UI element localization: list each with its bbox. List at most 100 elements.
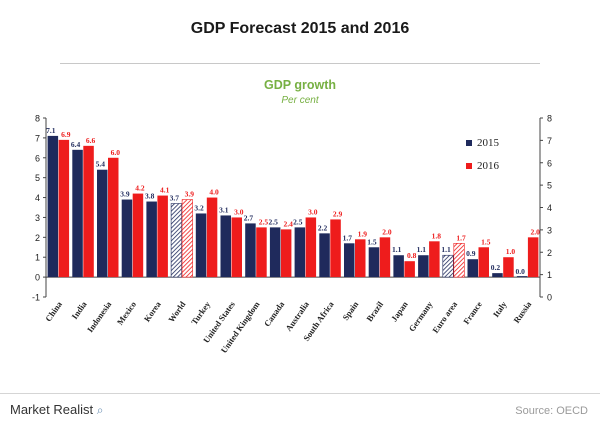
bar-2016: [355, 239, 366, 278]
data-label-2016: 2.4: [283, 219, 293, 228]
bar-2016: [379, 237, 391, 278]
x-tick-label: Russia: [511, 299, 533, 325]
data-label-2015: 3.9: [120, 190, 130, 199]
data-label-2016: 1.0: [506, 247, 516, 256]
bar-2015: [195, 213, 207, 278]
bar-2015: [170, 203, 182, 278]
y-tick-label-right: 0: [547, 293, 552, 303]
bar-2016: [280, 229, 292, 278]
y-tick-label-right: 5: [547, 181, 552, 191]
bar-2016: [404, 261, 415, 278]
y-tick-label-left: 4: [35, 193, 40, 203]
plot-area: -1 0 1 2 3 4 5 6 7 8 0 1 2 3 4 5 6 7 8 7.1 6.9 China 6.4 6.6 Ind…: [32, 114, 552, 355]
data-label-2015: 7.1: [46, 126, 56, 135]
bar-2016: [231, 217, 242, 278]
bar-2015: [245, 223, 256, 278]
y-tick-label-left: 5: [35, 173, 40, 183]
bar-2015: [294, 227, 306, 278]
chart-subtitle: Per cent: [281, 95, 319, 106]
y-tick-label-left: 3: [35, 213, 40, 223]
bar-2016: [453, 243, 465, 278]
data-label-2015: 2.2: [318, 223, 328, 232]
bar-2015: [47, 135, 59, 278]
data-label-2016: 6.9: [61, 130, 71, 139]
y-tick-label-left: 6: [35, 153, 40, 163]
x-tick-label: France: [461, 299, 484, 326]
y-tick-label-right: 6: [547, 158, 552, 168]
bar-2015: [344, 243, 355, 278]
bar-2015: [516, 276, 528, 278]
data-label-2015: 0.0: [515, 267, 525, 276]
bar-2016: [58, 139, 70, 278]
x-tick-label: Brazil: [364, 299, 385, 323]
data-label-2016: 2.0: [530, 227, 540, 236]
bar-2015: [393, 255, 404, 278]
data-label-2015: 0.9: [466, 249, 476, 258]
data-label-2015: 5.4: [96, 160, 106, 169]
data-label-2015: 1.1: [392, 245, 402, 254]
brand-name: Market Realist: [10, 402, 94, 417]
x-tick-label: Italy: [491, 299, 509, 319]
y-tick-label-left: 2: [35, 233, 40, 243]
data-label-2016: 1.5: [481, 237, 491, 246]
data-label-2015: 3.7: [170, 194, 180, 203]
data-label-2016: 6.6: [86, 136, 96, 145]
y-tick-label-left: 1: [35, 253, 40, 263]
data-label-2015: 1.7: [343, 233, 353, 242]
bar-2016: [256, 227, 267, 278]
data-label-2016: 0.8: [407, 251, 417, 260]
data-label-2015: 2.5: [268, 217, 278, 226]
y-tick-label-right: 2: [547, 248, 552, 258]
y-tick-label-left: 7: [35, 133, 40, 143]
x-tick-label: China: [43, 299, 64, 324]
data-label-2015: 0.2: [491, 263, 501, 272]
bar-2015: [146, 201, 157, 278]
bar-2016: [429, 241, 440, 278]
title-divider: [60, 63, 540, 64]
legend-swatch-2016: [466, 163, 472, 169]
bar-2016: [305, 217, 317, 278]
footer-divider: [0, 393, 600, 394]
data-label-2015: 1.1: [441, 245, 451, 254]
x-tick-label: Turkey: [189, 299, 213, 327]
data-label-2016: 3.9: [185, 190, 195, 199]
bar-2015: [368, 247, 380, 278]
bar-2016: [527, 237, 539, 278]
data-label-2015: 3.8: [145, 192, 155, 201]
legend-label-2015: 2015: [477, 137, 500, 149]
brand-logo: Market Realist ⌕: [10, 402, 103, 418]
data-label-2015: 3.2: [194, 203, 204, 212]
data-label-2015: 2.5: [293, 217, 303, 226]
x-tick-label: India: [69, 299, 89, 321]
data-label-2015: 1.1: [417, 245, 427, 254]
data-label-2016: 4.0: [209, 188, 219, 197]
bar-2016: [108, 157, 119, 278]
bar-2015: [319, 233, 330, 278]
bar-2015: [492, 273, 503, 278]
data-label-2016: 1.8: [432, 231, 442, 240]
magnifier-icon: ⌕: [96, 403, 104, 417]
y-tick-label-right: 3: [547, 225, 552, 235]
page-title: GDP Forecast 2015 and 2016: [190, 20, 410, 37]
bar-2016: [478, 247, 489, 278]
bar-2016: [206, 197, 218, 278]
x-tick-label: Euro area: [430, 299, 459, 335]
bar-2015: [97, 169, 108, 278]
chart-title: GDP growth: [264, 78, 336, 92]
data-label-2016: 2.5: [259, 217, 269, 226]
bar-2016: [83, 145, 94, 278]
data-label-2015: 6.4: [71, 140, 81, 149]
legend-label-2016: 2016: [477, 160, 500, 172]
data-label-2016: 3.0: [308, 207, 318, 216]
x-tick-label: Spain: [340, 299, 360, 322]
bar-2016: [157, 195, 168, 278]
data-label-2016: 4.1: [160, 186, 170, 195]
data-label-2016: 3.0: [234, 207, 244, 216]
data-label-2016: 4.2: [135, 184, 145, 193]
source-note: Source: OECD: [515, 405, 588, 417]
data-label-2016: 2.0: [382, 227, 392, 236]
data-label-2015: 3.1: [219, 205, 229, 214]
y-tick-label-left: -1: [32, 293, 40, 303]
bar-2016: [181, 199, 193, 278]
